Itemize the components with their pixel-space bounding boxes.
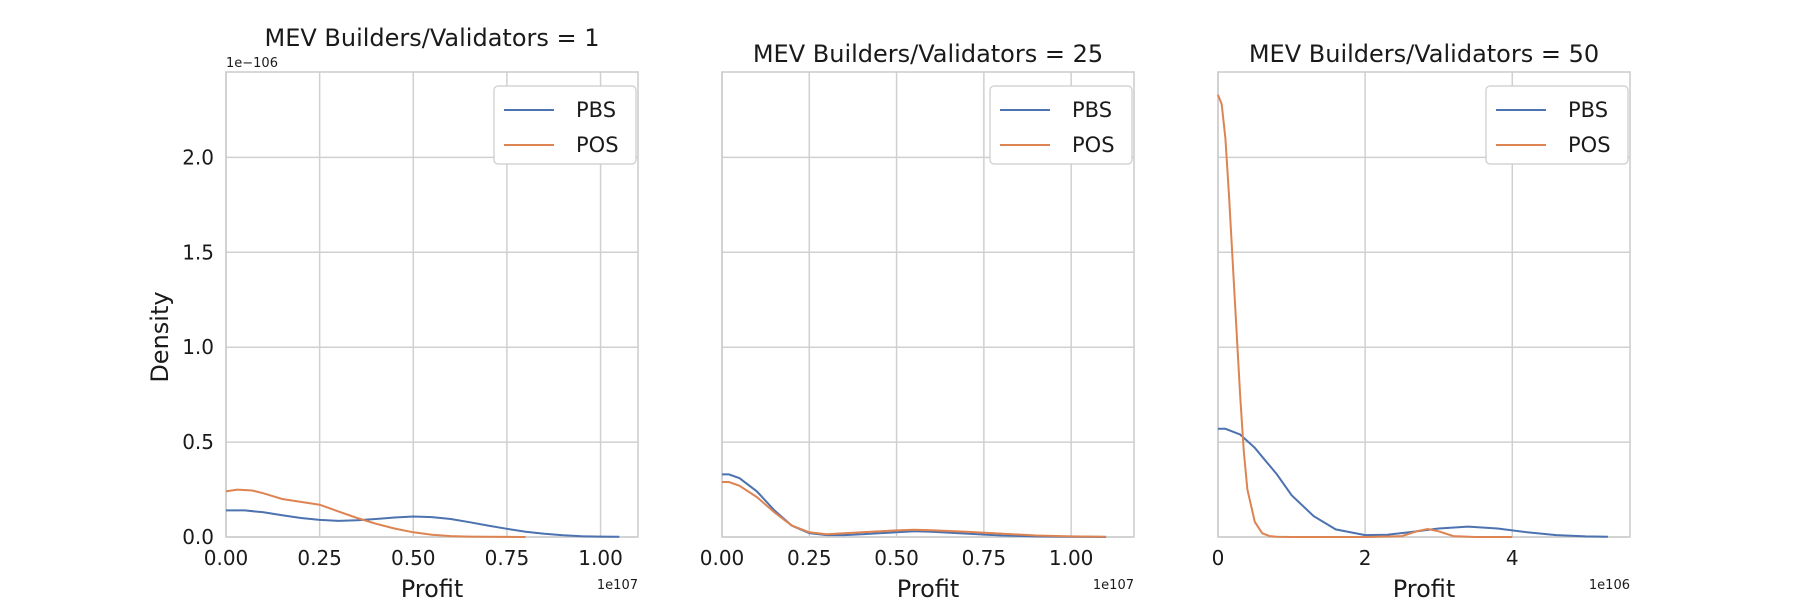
x-tick-label: 0.75: [485, 546, 530, 570]
chart-title: MEV Builders/Validators = 50: [1249, 40, 1599, 68]
series-pos-line: [225, 488, 526, 538]
y-tick-label: 2.0: [182, 145, 214, 169]
x-tick-label: 0.50: [874, 546, 919, 570]
x-tick-label: 2: [1359, 546, 1372, 570]
y-axis-offset-label: 1e−106: [226, 56, 278, 71]
x-axis-offset-label: 1e107: [1093, 578, 1134, 593]
x-axis-offset-label: 1e106: [1589, 578, 1630, 593]
series-pos-line: [722, 481, 1107, 538]
series-pos-line: [1217, 94, 1513, 538]
x-axis-offset-label: 1e107: [597, 578, 638, 593]
series-pbs-line: [226, 509, 620, 538]
x-tick-label: 0.50: [391, 546, 436, 570]
y-tick-label: 1.0: [182, 335, 214, 359]
y-tick-label: 0.0: [182, 525, 214, 549]
y-tick-label: 1.5: [182, 240, 214, 264]
x-tick-label: 0.75: [962, 546, 1007, 570]
x-tick-label: 0.25: [787, 546, 832, 570]
legend-label-pos: POS: [576, 133, 619, 157]
plot-frame: [721, 71, 1135, 538]
plot-frame: [225, 71, 639, 538]
x-axis-label: Profit: [897, 575, 960, 600]
x-tick-label: 0.00: [204, 546, 249, 570]
x-axis-label: Profit: [401, 575, 464, 600]
x-tick-label: 1.00: [578, 546, 623, 570]
x-tick-label: 0.25: [297, 546, 342, 570]
x-tick-label: 0: [1212, 546, 1225, 570]
chart-title: MEV Builders/Validators = 1: [264, 24, 599, 52]
legend-label-pbs: PBS: [1568, 98, 1608, 122]
series-pbs-line: [722, 473, 1107, 538]
chart-title: MEV Builders/Validators = 25: [753, 40, 1103, 68]
x-tick-label: 1.00: [1049, 546, 1094, 570]
x-axis-label: Profit: [1393, 575, 1456, 600]
legend-label-pos: POS: [1568, 133, 1611, 157]
y-axis-label: Density: [146, 291, 174, 382]
y-tick-label: 0.5: [182, 430, 214, 454]
legend-label-pbs: PBS: [576, 98, 616, 122]
series-pbs-line: [1218, 427, 1608, 538]
legend-label-pbs: PBS: [1072, 98, 1112, 122]
plot-frame: [1217, 71, 1631, 538]
legend-label-pos: POS: [1072, 133, 1115, 157]
x-tick-label: 0.00: [700, 546, 745, 570]
x-tick-label: 4: [1506, 546, 1519, 570]
